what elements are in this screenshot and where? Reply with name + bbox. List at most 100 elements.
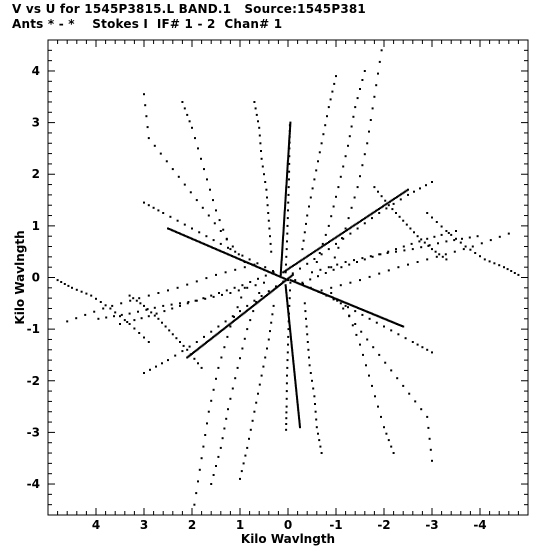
uv-point <box>287 209 289 212</box>
uv-point <box>315 289 318 292</box>
uv-point <box>260 295 263 297</box>
y-tick-label: -1 <box>27 322 40 336</box>
uv-point <box>292 358 295 361</box>
chart-title-line-2: Ants * - * Stokes I IF# 1 - 2 Chan# 1 <box>12 17 283 31</box>
uv-point <box>398 194 401 197</box>
uv-point <box>287 145 290 148</box>
uv-point <box>429 448 432 451</box>
uv-point <box>223 327 226 330</box>
uv-point <box>236 306 239 309</box>
uv-point <box>266 196 268 199</box>
uv-point <box>120 302 123 305</box>
uv-point <box>378 353 381 356</box>
uv-point <box>317 275 319 278</box>
uv-point <box>253 304 256 307</box>
uv-point <box>285 289 288 291</box>
axis-ticks <box>47 39 529 516</box>
uv-point <box>317 432 319 435</box>
uv-point <box>431 248 433 251</box>
uv-point <box>204 243 207 246</box>
uv-point <box>294 383 297 386</box>
uv-point <box>311 252 314 255</box>
uv-point <box>244 260 247 263</box>
uv-point <box>289 128 291 131</box>
uv-point <box>344 155 347 158</box>
uv-point <box>138 332 141 334</box>
uv-point <box>453 250 456 253</box>
uv-point <box>255 265 257 268</box>
uv-point <box>280 283 283 286</box>
uv-point <box>277 284 280 287</box>
uv-point <box>287 279 289 282</box>
uv-point <box>210 294 213 297</box>
uv-point <box>246 446 249 449</box>
uv-point <box>193 503 196 506</box>
uv-point <box>155 365 157 368</box>
uv-point <box>286 268 289 271</box>
uv-point <box>274 287 277 290</box>
uv-point <box>218 219 221 222</box>
uv-point <box>220 329 223 332</box>
uv-point <box>188 354 191 357</box>
uv-point <box>284 205 287 208</box>
uv-point <box>285 278 288 281</box>
uv-point <box>350 125 353 128</box>
uv-point <box>170 303 173 306</box>
uv-point <box>421 346 424 349</box>
uv-point <box>294 378 297 381</box>
uv-point <box>241 284 244 287</box>
uv-point <box>197 240 200 243</box>
uv-point <box>212 239 215 242</box>
uv-point <box>455 230 457 232</box>
uv-point <box>365 310 368 313</box>
uv-point <box>296 401 299 403</box>
uv-point <box>215 273 217 276</box>
uv-point <box>251 305 254 308</box>
uv-point <box>244 454 247 457</box>
uv-point <box>207 214 210 217</box>
uv-point <box>192 351 195 354</box>
uv-point <box>330 239 333 242</box>
uv-point <box>285 190 287 193</box>
uv-point <box>291 350 294 353</box>
uv-point <box>249 428 252 431</box>
uv-point <box>325 242 328 245</box>
uv-point <box>287 277 290 280</box>
uv-point <box>288 143 290 146</box>
uv-point <box>387 204 390 207</box>
uv-point <box>288 276 291 279</box>
uv-point <box>384 203 387 206</box>
uv-point <box>355 306 358 309</box>
uv-point <box>438 253 441 256</box>
y-tick-label: 2 <box>32 167 40 181</box>
uv-point <box>390 369 393 372</box>
uv-point <box>293 375 296 378</box>
uv-point <box>395 196 398 199</box>
uv-point <box>332 268 335 271</box>
uv-point <box>402 325 405 328</box>
uv-point <box>383 317 386 320</box>
uv-point <box>319 246 322 249</box>
uv-point <box>256 301 259 304</box>
uv-point <box>244 310 247 313</box>
uv-point <box>362 309 365 311</box>
uv-point <box>159 152 162 155</box>
uv-point <box>286 240 288 243</box>
y-tick-label: 4 <box>32 64 40 78</box>
uv-point <box>225 237 228 240</box>
uv-point <box>283 270 286 273</box>
uv-point <box>369 213 372 216</box>
uv-point <box>416 343 419 346</box>
uv-point <box>281 282 284 285</box>
uv-point <box>288 135 291 137</box>
uv-point <box>259 267 261 269</box>
uv-point <box>291 280 294 283</box>
uv-point <box>282 227 285 230</box>
uv-point <box>288 297 291 300</box>
uv-point <box>411 248 414 251</box>
uv-point <box>221 329 224 331</box>
uv-point <box>200 157 202 160</box>
uv-point <box>256 262 259 265</box>
uv-point <box>369 312 372 315</box>
uv-point <box>324 293 327 296</box>
